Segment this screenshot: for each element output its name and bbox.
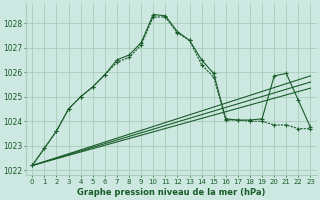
X-axis label: Graphe pression niveau de la mer (hPa): Graphe pression niveau de la mer (hPa): [77, 188, 266, 197]
